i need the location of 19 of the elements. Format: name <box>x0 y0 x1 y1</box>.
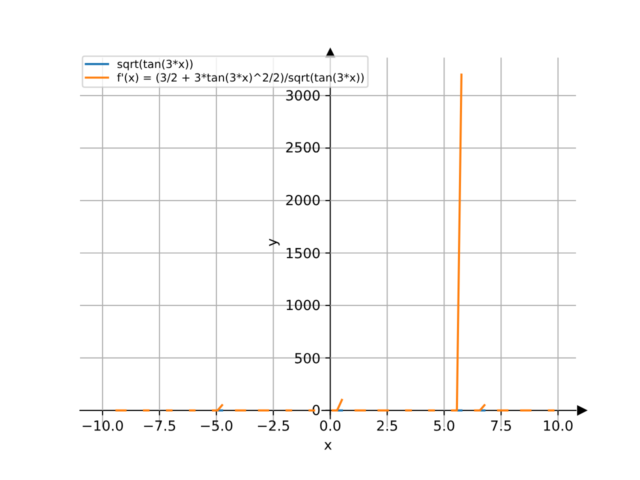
x-tick-label: 10.0 <box>544 420 573 431</box>
y-tick-label: 500 <box>295 352 320 364</box>
x-tick-label: −10.0 <box>82 420 123 431</box>
legend-label: f'(x) = (3/2 + 3*tan(3*x)^2/2)/sqrt(tan(3*x)) <box>117 73 364 84</box>
x-axis-title: x <box>324 442 332 450</box>
legend-label: sqrt(tan(3*x)) <box>118 60 192 70</box>
y-tick-label: 1000 <box>286 300 320 310</box>
y-tick-label: 2000 <box>286 194 320 206</box>
y-tick-label: 3000 <box>286 90 320 101</box>
x-tick-label: −5.0 <box>201 420 232 431</box>
y-axis-title: y <box>269 238 280 246</box>
y-tick-label: 2500 <box>286 142 320 153</box>
x-tick-label: 7.5 <box>491 420 511 431</box>
x-tick-label: −7.5 <box>144 420 176 431</box>
y-tick-label: 1500 <box>286 248 320 258</box>
x-tick-label: 0.0 <box>320 420 340 431</box>
x-tick-label: 2.5 <box>377 420 398 431</box>
x-tick-label: 5.0 <box>434 420 454 431</box>
x-tick-label: −2.5 <box>258 420 289 431</box>
